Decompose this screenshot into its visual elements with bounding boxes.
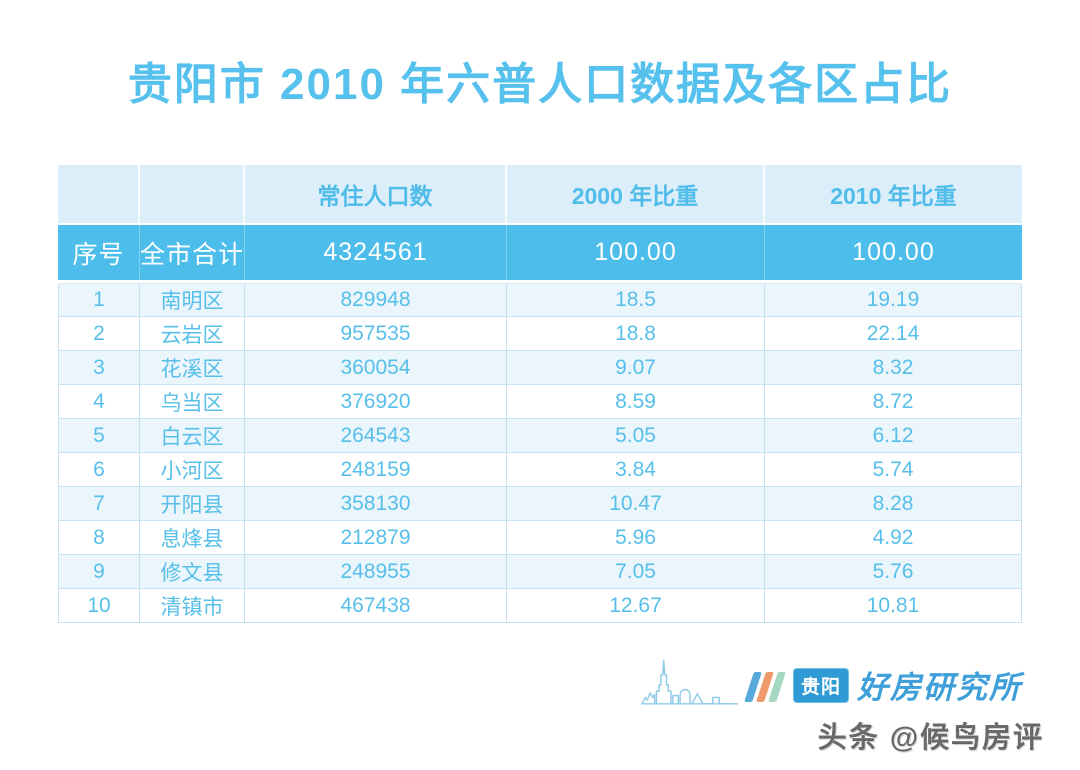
total-cell-population: 4324561 bbox=[245, 225, 507, 280]
header-cell-population: 常住人口数 bbox=[245, 165, 507, 223]
header-cell-district bbox=[140, 165, 245, 223]
cell-share-2010: 8.32 bbox=[765, 351, 1022, 385]
guiyang-badge: 贵阳 bbox=[792, 668, 849, 703]
table-row: 5 白云区 264543 5.05 6.12 bbox=[58, 419, 1022, 453]
cell-district: 开阳县 bbox=[140, 487, 245, 521]
cell-share-2010: 10.81 bbox=[765, 589, 1022, 623]
cell-seq: 3 bbox=[58, 351, 140, 385]
cell-population: 360054 bbox=[245, 351, 507, 385]
cell-district: 清镇市 bbox=[140, 589, 245, 623]
header-cell-seq bbox=[58, 165, 140, 223]
table-header-row: 常住人口数 2000 年比重 2010 年比重 bbox=[58, 165, 1022, 223]
cell-share-2010: 6.12 bbox=[765, 419, 1022, 453]
cell-district: 乌当区 bbox=[140, 385, 245, 419]
cell-population: 248159 bbox=[245, 453, 507, 487]
table-total-row: 序号 全市合计 4324561 100.00 100.00 bbox=[58, 225, 1022, 280]
population-table: 常住人口数 2000 年比重 2010 年比重 序号 全市合计 4324561 … bbox=[58, 165, 1022, 623]
table-row: 8 息烽县 212879 5.96 4.92 bbox=[58, 521, 1022, 555]
total-cell-share-2000: 100.00 bbox=[507, 225, 765, 280]
city-skyline-icon bbox=[641, 659, 739, 705]
cell-share-2000: 7.05 bbox=[507, 555, 765, 589]
cell-district: 白云区 bbox=[140, 419, 245, 453]
table-row: 4 乌当区 376920 8.59 8.72 bbox=[58, 385, 1022, 419]
table-row: 9 修文县 248955 7.05 5.76 bbox=[58, 555, 1022, 589]
table-row: 2 云岩区 957535 18.8 22.14 bbox=[58, 317, 1022, 351]
cell-seq: 7 bbox=[58, 487, 140, 521]
cell-population: 212879 bbox=[245, 521, 507, 555]
header-cell-share-2010: 2010 年比重 bbox=[765, 165, 1022, 223]
cell-district: 小河区 bbox=[140, 453, 245, 487]
page-title: 贵阳市 2010 年六普人口数据及各区占比 bbox=[127, 60, 953, 109]
cell-share-2000: 5.96 bbox=[507, 521, 765, 555]
cell-share-2010: 8.28 bbox=[765, 487, 1022, 521]
cell-share-2010: 4.92 bbox=[765, 521, 1022, 555]
brand-name: 好房研究所 bbox=[857, 670, 1022, 705]
cell-population: 957535 bbox=[245, 317, 507, 351]
cell-seq: 8 bbox=[58, 521, 140, 555]
cell-share-2000: 9.07 bbox=[507, 351, 765, 385]
header-cell-share-2000: 2000 年比重 bbox=[507, 165, 765, 223]
table-row: 3 花溪区 360054 9.07 8.32 bbox=[58, 351, 1022, 385]
cell-seq: 9 bbox=[58, 555, 140, 589]
cell-population: 376920 bbox=[245, 385, 507, 419]
cell-population: 264543 bbox=[245, 419, 507, 453]
cell-seq: 5 bbox=[58, 419, 140, 453]
brand-footer: 贵阳 好房研究所 bbox=[641, 656, 1022, 708]
cell-share-2010: 19.19 bbox=[765, 283, 1022, 317]
cell-share-2000: 12.67 bbox=[507, 589, 765, 623]
cell-share-2010: 8.72 bbox=[765, 385, 1022, 419]
cell-share-2000: 5.05 bbox=[507, 419, 765, 453]
cell-district: 南明区 bbox=[140, 283, 245, 317]
cell-population: 248955 bbox=[245, 555, 507, 589]
table-row: 7 开阳县 358130 10.47 8.28 bbox=[58, 487, 1022, 521]
cell-seq: 10 bbox=[58, 589, 140, 623]
cell-seq: 2 bbox=[58, 317, 140, 351]
cell-share-2010: 22.14 bbox=[765, 317, 1022, 351]
logo-stripes bbox=[744, 672, 786, 702]
cell-share-2000: 18.5 bbox=[507, 283, 765, 317]
cell-share-2000: 8.59 bbox=[507, 385, 765, 419]
cell-district: 修文县 bbox=[140, 555, 245, 589]
cell-population: 467438 bbox=[245, 589, 507, 623]
cell-district: 息烽县 bbox=[140, 521, 245, 555]
cell-share-2000: 10.47 bbox=[507, 487, 765, 521]
total-cell-seq-label: 序号 bbox=[58, 225, 140, 280]
cell-share-2000: 3.84 bbox=[507, 453, 765, 487]
cell-seq: 6 bbox=[58, 453, 140, 487]
table-row: 1 南明区 829948 18.5 19.19 bbox=[58, 283, 1022, 317]
cell-district: 花溪区 bbox=[140, 351, 245, 385]
table-body: 1 南明区 829948 18.5 19.19 2 云岩区 957535 18.8 22.14 3 花… bbox=[58, 283, 1022, 623]
cell-share-2010: 5.76 bbox=[765, 555, 1022, 589]
cell-district: 云岩区 bbox=[140, 317, 245, 351]
cell-share-2010: 5.74 bbox=[765, 453, 1022, 487]
cell-population: 829948 bbox=[245, 283, 507, 317]
total-cell-name: 全市合计 bbox=[140, 225, 245, 280]
total-cell-share-2010: 100.00 bbox=[852, 238, 935, 266]
table-row: 10 清镇市 467438 12.67 10.81 bbox=[58, 589, 1022, 623]
cell-seq: 1 bbox=[58, 283, 140, 317]
cell-share-2000: 18.8 bbox=[507, 317, 765, 351]
table-row: 6 小河区 248159 3.84 5.74 bbox=[58, 453, 1022, 487]
cell-seq: 4 bbox=[58, 385, 140, 419]
cell-population: 358130 bbox=[245, 487, 507, 521]
toutiao-watermark: 头条 @候鸟房评 bbox=[817, 722, 1044, 754]
